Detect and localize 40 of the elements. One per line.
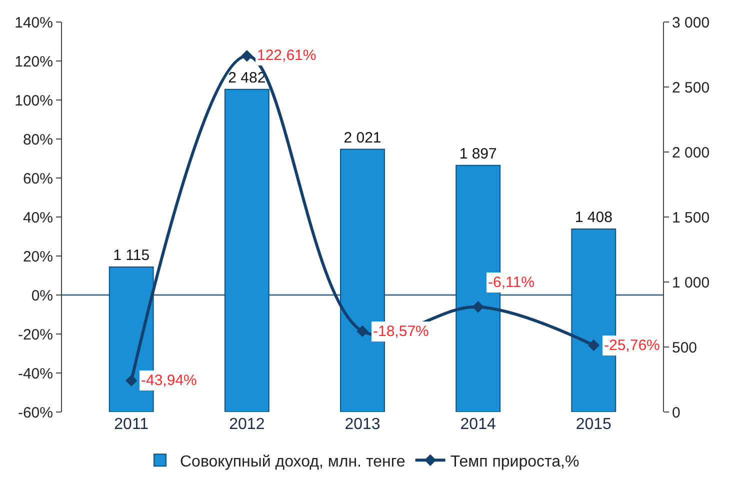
y-tick-label: 140%	[14, 14, 53, 32]
x-tick-label: 2015	[576, 416, 612, 433]
data-label: -43,94%	[141, 372, 197, 389]
legend-label: Темп прироста,%	[450, 453, 580, 470]
y-tick-label: -40%	[18, 365, 53, 382]
y2-tick-label: 500	[672, 339, 698, 356]
data-label: -6,11%	[488, 274, 534, 291]
y-tick-label: 60%	[22, 170, 53, 188]
y2-tick-label: 1 500	[672, 209, 710, 226]
point	[588, 339, 600, 352]
y-tick-label: 80%	[22, 131, 53, 148]
data-label: 1 897	[459, 145, 497, 162]
data-label: 1 115	[113, 247, 150, 264]
data-label: -18,57%	[373, 323, 429, 340]
x-tick-label: 2012	[229, 416, 265, 433]
data-label: 1 408	[574, 208, 612, 226]
y2-tick-label: 2 500	[672, 79, 710, 96]
y-tick-label: 120%	[14, 53, 53, 70]
data-label: 122,61%	[257, 47, 316, 64]
bar	[224, 88, 270, 412]
y2-tick-label: 0	[672, 404, 680, 422]
y-tick-label: -60%	[18, 404, 53, 422]
point	[126, 374, 138, 387]
x-tick-label: 2014	[460, 416, 496, 433]
point	[241, 50, 253, 62]
data-label: -25,76%	[604, 337, 660, 354]
y-tick-label: 100%	[14, 92, 53, 110]
y2-tick-label: 1 000	[672, 274, 710, 292]
x-tick-label: 2011	[114, 416, 149, 433]
y-tick-label: 40%	[22, 209, 53, 226]
legend-label: Совокупный доход, млн. тенге	[180, 453, 406, 470]
point	[472, 301, 484, 313]
x-tick-label: 2013	[344, 416, 380, 433]
y-tick-label: -20%	[18, 326, 53, 344]
point	[356, 325, 368, 338]
y2-tick-label: 2 000	[672, 144, 710, 162]
y-tick-label: 0%	[31, 287, 53, 304]
y2-tick-label: 3 000	[672, 14, 710, 32]
y-tick-label: 20%	[22, 248, 53, 266]
data-label: 2 021	[344, 129, 382, 146]
